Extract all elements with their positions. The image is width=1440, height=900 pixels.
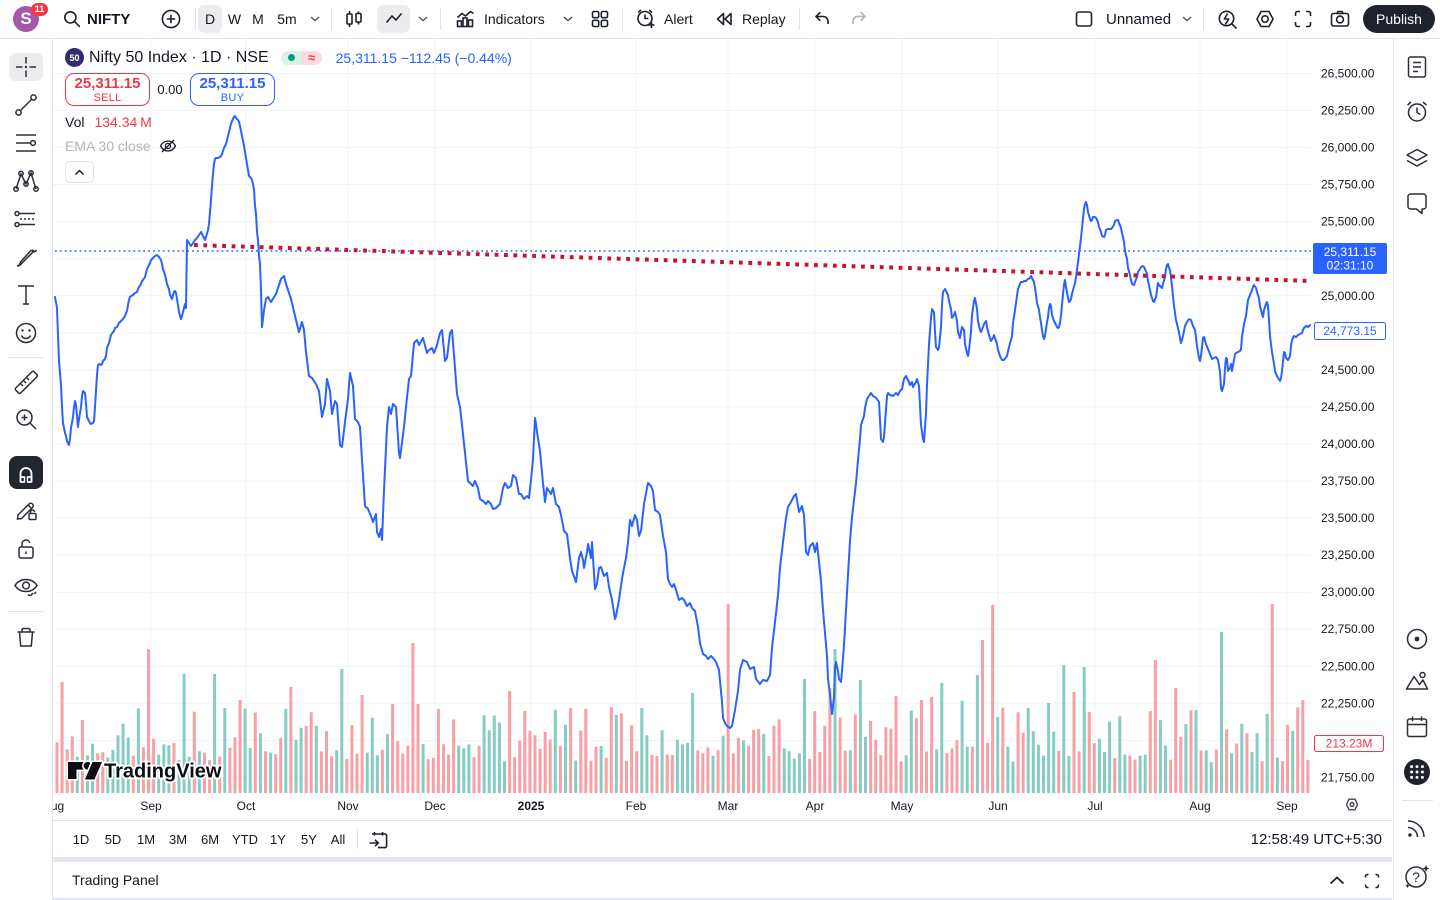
svg-text:24,250.00: 24,250.00 — [1321, 400, 1375, 414]
svg-text:26,500.00: 26,500.00 — [1321, 67, 1375, 81]
svg-text:22,500.00: 22,500.00 — [1321, 659, 1375, 673]
svg-text:?: ? — [1412, 869, 1420, 885]
svg-text:TradingView: TradingView — [104, 761, 222, 783]
svg-text:Jul: Jul — [1087, 799, 1102, 813]
svg-text:26,000.00: 26,000.00 — [1321, 141, 1375, 155]
svg-text:23,250.00: 23,250.00 — [1321, 548, 1375, 562]
svg-text:Mar: Mar — [718, 799, 739, 813]
svg-text:25,000.00: 25,000.00 — [1321, 289, 1375, 303]
svg-text:25,750.00: 25,750.00 — [1321, 178, 1375, 192]
svg-text:Dec: Dec — [424, 799, 445, 813]
svg-text:ug: ug — [51, 799, 64, 813]
svg-text:24,773.15: 24,773.15 — [1323, 324, 1377, 338]
svg-text:Nov: Nov — [337, 799, 358, 813]
svg-text:22,250.00: 22,250.00 — [1321, 696, 1375, 710]
svg-text:Aug: Aug — [1189, 799, 1210, 813]
svg-text:2025: 2025 — [518, 799, 545, 813]
svg-text:23,500.00: 23,500.00 — [1321, 511, 1375, 525]
svg-text:Apr: Apr — [806, 799, 825, 813]
svg-text:25,311.15: 25,311.15 — [1324, 245, 1377, 259]
svg-text:Jun: Jun — [988, 799, 1007, 813]
svg-text:25,500.00: 25,500.00 — [1321, 215, 1375, 229]
svg-text:May: May — [891, 799, 914, 813]
svg-text:23,000.00: 23,000.00 — [1321, 585, 1375, 599]
svg-text:Feb: Feb — [626, 799, 647, 813]
svg-text:23,750.00: 23,750.00 — [1321, 474, 1375, 488]
svg-text:02:31:10: 02:31:10 — [1327, 259, 1374, 273]
svg-text:22,750.00: 22,750.00 — [1321, 622, 1375, 636]
svg-text:24,500.00: 24,500.00 — [1321, 363, 1375, 377]
svg-text:21,750.00: 21,750.00 — [1321, 770, 1375, 784]
svg-text:Sep: Sep — [1276, 799, 1298, 813]
svg-text:Oct: Oct — [237, 799, 256, 813]
svg-text:Sep: Sep — [140, 799, 162, 813]
svg-text:24,000.00: 24,000.00 — [1321, 437, 1375, 451]
svg-text:26,250.00: 26,250.00 — [1321, 104, 1375, 118]
svg-text:213.23M: 213.23M — [1326, 737, 1373, 751]
